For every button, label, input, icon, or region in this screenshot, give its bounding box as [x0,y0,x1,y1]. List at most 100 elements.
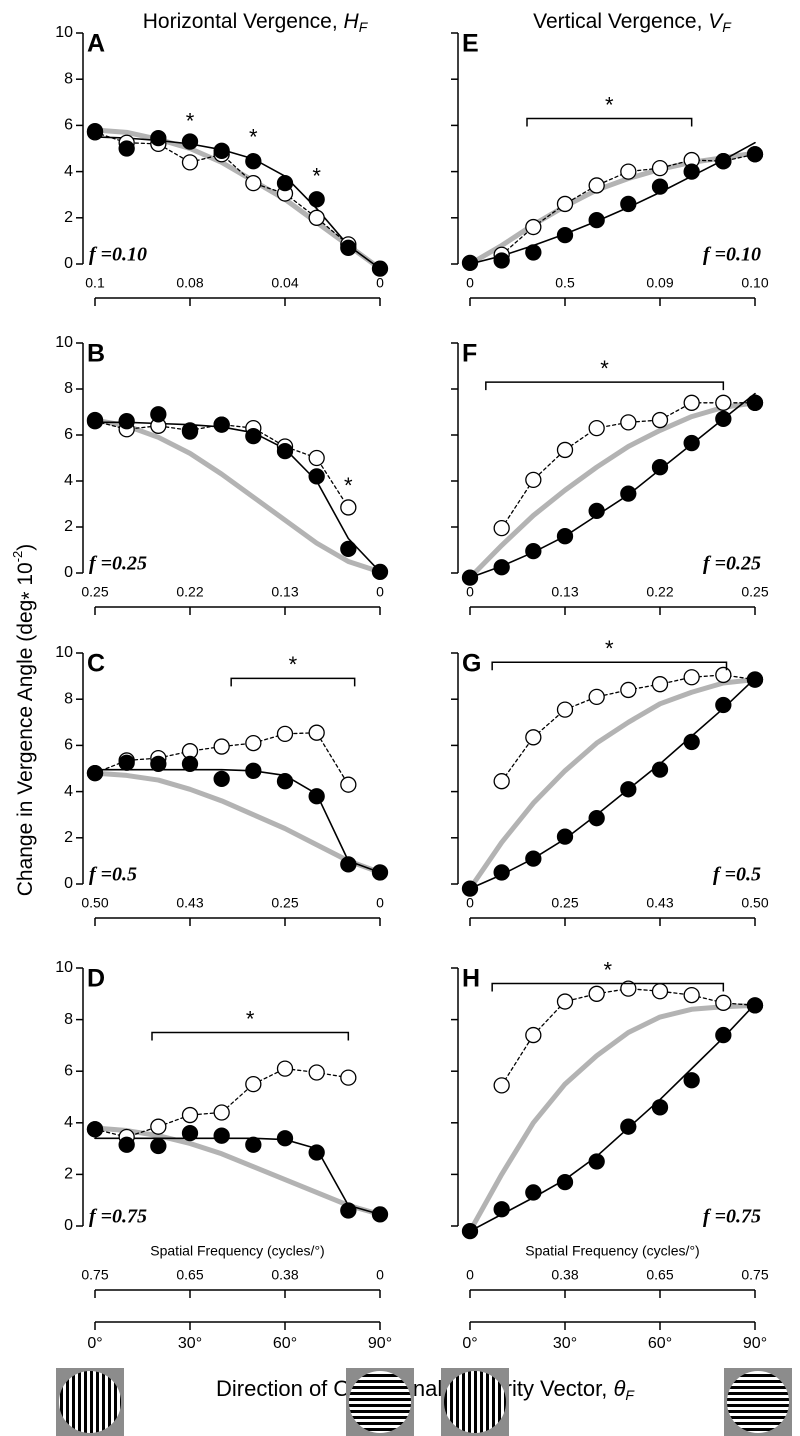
open-point [651,983,669,1000]
significance-star: * [289,652,298,677]
y-tick-label: 4 [64,1114,73,1131]
significance-star: * [186,108,195,133]
x2-axis-label: Spatial Frequency (cycles/°) [525,1243,699,1259]
filled-point [371,260,389,277]
x-tick-label: 0° [87,1335,102,1352]
filled-point [588,502,605,520]
y-tick-label: 4 [64,163,73,180]
y-tick-label: 0 [64,255,73,272]
dashed-line [501,402,756,529]
x2-axis-label: Spatial Frequency (cycles/°) [150,1243,324,1259]
filled-point [651,459,669,476]
open-point [493,520,510,537]
open-point [276,725,294,742]
x2-tick-label: 0 [376,895,384,911]
x2-tick-label: 0 [466,275,474,291]
panel-letter: F [462,340,477,368]
open-point [651,676,669,693]
y-tick-label: 0 [64,1217,73,1234]
open-point [556,195,574,213]
filled-point [150,129,167,147]
filled-point [588,1153,605,1170]
x2-tick-label: 0.13 [271,584,298,600]
open-point [588,419,605,437]
filled-point [150,1137,167,1155]
y-tick-label: 6 [64,426,73,443]
x2-tick-label: 0.65 [176,1267,203,1283]
model-curve [467,677,758,892]
open-point [150,1118,167,1135]
frequency-label: f =0.5 [713,864,761,886]
open-point [620,414,637,431]
filled-point [181,133,199,150]
filled-point [118,140,135,157]
open-point [556,993,574,1010]
open-point [715,394,732,411]
y-tick-label: 2 [64,829,73,846]
y-tick-label: 4 [64,783,73,800]
x2-tick-label: 0.38 [271,1267,298,1283]
open-point [213,1104,230,1121]
fit-curve [469,141,756,265]
panel-letter: G [462,650,481,678]
filled-point [683,1072,700,1089]
y-axis-label: Change in Vergence Angle (deg* 10-2) [10,544,40,897]
filled-point [461,254,479,271]
significance-bracket [491,982,725,992]
open-point [245,174,262,192]
filled-point [118,754,135,771]
open-point [308,1064,325,1081]
stimulus-icon [441,1368,509,1436]
filled-point [556,1173,574,1191]
filled-point [620,781,637,798]
filled-point [556,528,574,545]
x2-tick-label: 0.22 [646,584,673,600]
open-point [493,1077,510,1094]
filled-point [308,788,325,805]
filled-point [371,864,389,881]
significance-bracket [151,1031,350,1041]
open-point [525,729,542,746]
panel-letter: D [87,965,105,993]
filled-point [245,1136,262,1153]
x2-tick-label: 0 [466,895,474,911]
filled-point [493,864,510,881]
open-point [340,499,357,516]
filled-point [118,1136,135,1153]
open-point [525,1026,542,1044]
open-point [588,688,605,706]
y-tick-label: 6 [64,737,73,754]
filled-point [493,252,510,269]
filled-point [181,423,199,440]
x2-tick-label: 0 [376,1267,384,1283]
significance-star: * [605,636,614,661]
open-point [245,1075,262,1093]
filled-point [683,163,700,180]
filled-point [746,394,764,411]
filled-point [715,696,732,714]
filled-point [588,810,605,827]
frequency-label: f =0.75 [703,1206,761,1228]
open-point [308,724,325,741]
filled-point [308,1144,325,1161]
significance-bracket [491,661,728,671]
filled-point [245,762,262,779]
x2-tick-label: 0.50 [741,895,768,911]
filled-point [746,146,764,163]
y-tick-label: 6 [64,117,73,134]
y-tick-label: 10 [55,334,73,351]
x-tick-label: 90° [368,1335,392,1352]
x2-tick-label: 0.13 [551,584,578,600]
filled-point [620,195,637,213]
filled-point [340,540,357,557]
open-point [556,441,574,459]
open-point [308,209,325,226]
filled-point [620,1118,637,1135]
frequency-label: f =0.75 [89,1206,147,1228]
significance-bracket [526,117,693,127]
filled-point [371,563,389,580]
open-point [308,449,325,467]
filled-point [525,1184,542,1201]
y-tick-label: 4 [64,472,73,489]
x-tick-label: 60° [648,1335,672,1352]
